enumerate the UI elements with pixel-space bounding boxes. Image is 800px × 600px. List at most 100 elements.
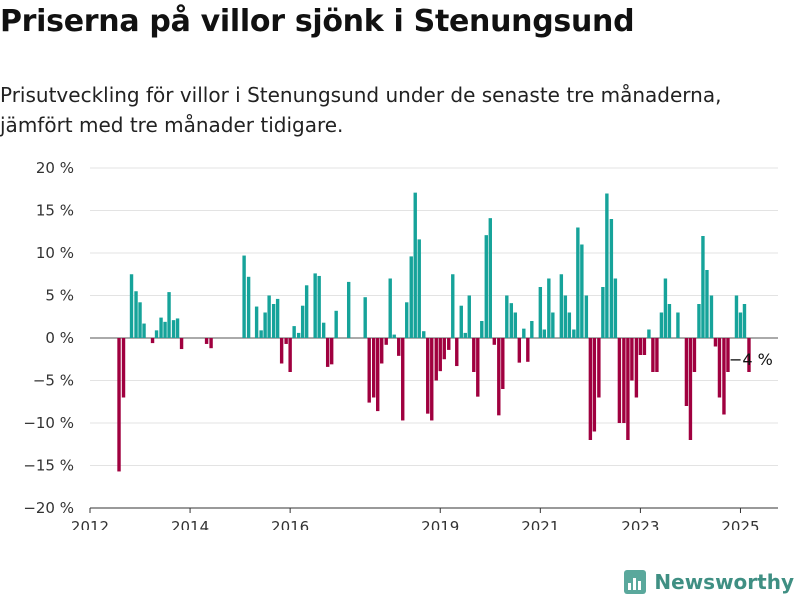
bar xyxy=(259,330,263,338)
bar xyxy=(267,295,271,338)
bar xyxy=(609,219,614,338)
chart-title: Priserna på villor sjönk i Stenungsund xyxy=(0,4,635,39)
bar xyxy=(538,287,543,338)
brand-name: Newsworthy xyxy=(654,570,794,594)
bar xyxy=(401,338,405,421)
bar xyxy=(334,310,338,338)
bar xyxy=(451,274,455,338)
y-tick-label: −20 % xyxy=(23,499,74,517)
bar xyxy=(179,338,184,350)
bar xyxy=(209,338,213,349)
bar xyxy=(638,338,643,355)
bar xyxy=(530,321,534,338)
bar xyxy=(117,338,121,472)
bar xyxy=(129,274,134,338)
bar xyxy=(204,338,209,344)
bar xyxy=(605,193,609,338)
bar xyxy=(667,304,672,338)
bar xyxy=(709,295,714,338)
bar xyxy=(563,295,568,338)
bar xyxy=(138,302,142,338)
bar xyxy=(447,338,451,350)
grid-lines xyxy=(90,167,778,509)
bar xyxy=(472,338,476,372)
bar xyxy=(622,338,626,423)
bar xyxy=(492,338,496,345)
bar xyxy=(742,304,747,338)
bar-chart: 20 % 15 % 10 % 5 % 0 % −5 % −10 % −15 % −20 % 20… xyxy=(23,159,778,530)
bar xyxy=(484,235,488,338)
bar xyxy=(142,323,146,338)
bar xyxy=(488,218,492,338)
y-tick-label: 15 % xyxy=(36,202,74,220)
bar xyxy=(551,312,555,338)
bar xyxy=(321,322,326,338)
bar xyxy=(567,312,572,338)
bar xyxy=(163,321,167,338)
bar xyxy=(175,318,180,338)
bar xyxy=(476,338,480,397)
bar xyxy=(559,274,564,338)
bar xyxy=(329,338,334,365)
bar xyxy=(647,329,651,338)
bar xyxy=(692,338,697,372)
bar xyxy=(576,227,580,338)
bar xyxy=(242,255,246,338)
bar xyxy=(517,338,522,363)
x-tick-label: 2012 xyxy=(71,518,109,530)
bar xyxy=(601,287,605,338)
y-tick-label: −15 % xyxy=(23,457,74,475)
bar xyxy=(346,281,351,338)
bar xyxy=(288,338,292,372)
bar xyxy=(367,338,371,403)
bar xyxy=(630,338,634,381)
bar-series xyxy=(117,192,751,472)
bar xyxy=(121,338,126,398)
bar xyxy=(292,326,296,338)
bar xyxy=(684,338,689,406)
bar xyxy=(480,321,484,338)
bar xyxy=(634,338,639,398)
y-tick-label: 10 % xyxy=(36,244,74,262)
bar xyxy=(513,312,518,338)
bar xyxy=(726,338,730,372)
bar xyxy=(705,270,709,338)
bar xyxy=(651,338,655,372)
bar xyxy=(747,338,751,372)
bar xyxy=(150,338,155,344)
bar xyxy=(676,312,680,338)
bar xyxy=(417,239,421,338)
bar xyxy=(413,192,417,338)
bar xyxy=(363,297,367,338)
bar xyxy=(497,338,501,416)
bar xyxy=(388,278,392,338)
bar xyxy=(505,295,509,338)
bar xyxy=(588,338,593,440)
bar xyxy=(597,338,601,398)
y-tick-label: 0 % xyxy=(45,329,74,347)
bar xyxy=(509,303,514,338)
bar xyxy=(572,329,576,338)
y-axis-labels: 20 % 15 % 10 % 5 % 0 % −5 % −10 % −15 % −20 % xyxy=(23,159,74,517)
bar xyxy=(384,338,388,345)
bar xyxy=(296,332,301,338)
bar xyxy=(246,276,251,338)
bar xyxy=(438,338,442,372)
bar xyxy=(542,329,547,338)
bar xyxy=(655,338,659,372)
x-tick-label: 2021 xyxy=(521,518,559,530)
bar xyxy=(159,317,163,338)
bar xyxy=(626,338,630,440)
bar xyxy=(426,338,430,414)
y-tick-label: 20 % xyxy=(36,159,74,177)
bar xyxy=(134,291,138,338)
bar xyxy=(713,338,718,347)
bar xyxy=(442,338,446,360)
bar xyxy=(271,304,276,338)
bar xyxy=(522,328,526,338)
bar xyxy=(592,338,597,432)
bar xyxy=(697,304,701,338)
y-tick-label: −5 % xyxy=(33,372,74,390)
bar xyxy=(688,338,693,440)
bar xyxy=(580,244,584,338)
